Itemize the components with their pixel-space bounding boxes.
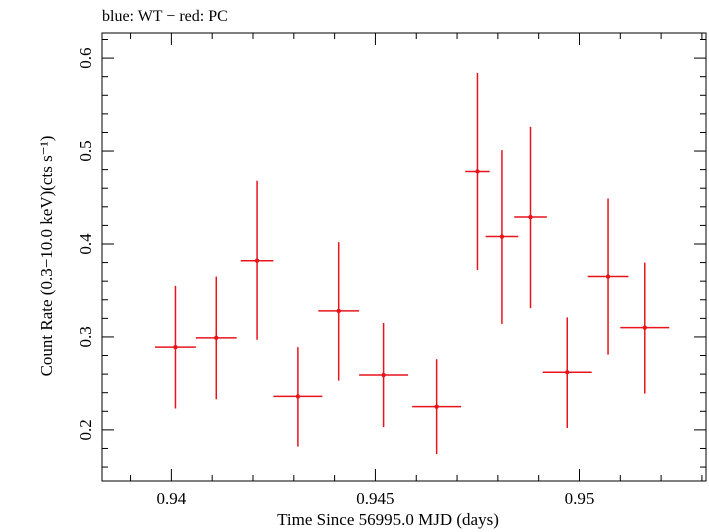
y-tick-label: 0.3: [76, 326, 95, 347]
data-point: [514, 126, 547, 309]
x-axis-label: Time Since 56995.0 MJD (days): [277, 510, 499, 529]
data-marker: [642, 325, 647, 330]
data-marker: [336, 308, 341, 314]
data-point: [359, 322, 409, 428]
data-point: [195, 276, 237, 400]
y-tick-label: 0.4: [76, 233, 95, 255]
x-tick-label: 0.94: [157, 489, 187, 508]
data-marker: [475, 169, 480, 174]
data-point: [318, 242, 360, 381]
data-marker: [434, 404, 439, 409]
x-axis-ticks: [130, 33, 703, 481]
x-tick-label: 0.95: [565, 489, 595, 508]
data-point: [620, 262, 670, 394]
data-point: [587, 198, 629, 355]
data-marker: [254, 258, 260, 263]
data-marker: [528, 214, 533, 220]
data-point: [412, 359, 462, 455]
y-tick-label: 0.6: [76, 47, 95, 68]
data-marker: [565, 370, 570, 375]
plot-frame: [101, 32, 707, 482]
y-axis-ticks: [102, 39, 706, 468]
y-axis-label: Count Rate (0.3−10.0 keV)(cts s⁻¹): [37, 136, 56, 377]
x-tick-label: 0.945: [356, 489, 394, 508]
data-point: [542, 317, 592, 429]
chart-title: blue: WT − red: PC: [102, 8, 228, 25]
x-axis-tick-labels: 0.94 0.945 0.95: [157, 489, 595, 508]
data-marker: [173, 344, 178, 350]
data-marker: [499, 234, 505, 239]
y-axis-tick-labels: 0.2 0.3 0.4 0.5 0.6: [76, 47, 95, 440]
data-marker: [381, 372, 386, 378]
data-series: [155, 72, 670, 455]
data-marker: [214, 335, 219, 341]
data-point: [465, 72, 490, 271]
data-marker: [605, 274, 611, 279]
data-marker: [295, 394, 301, 399]
data-point: [485, 150, 519, 324]
y-tick-label: 0.5: [76, 140, 95, 161]
data-point: [273, 347, 323, 447]
y-tick-label: 0.2: [76, 419, 95, 440]
data-point: [240, 180, 274, 340]
data-point: [155, 285, 196, 409]
